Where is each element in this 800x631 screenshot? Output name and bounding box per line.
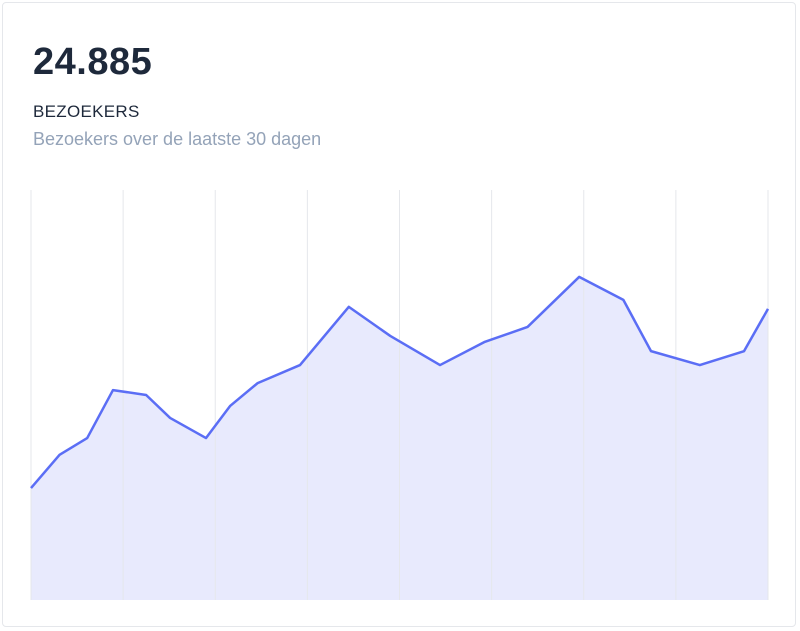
stat-subtitle: Bezoekers over de laatste 30 dagen — [33, 129, 322, 149]
visitor-count: 24.885 — [33, 41, 153, 83]
stat-label: BEZOEKERS — [33, 102, 140, 121]
